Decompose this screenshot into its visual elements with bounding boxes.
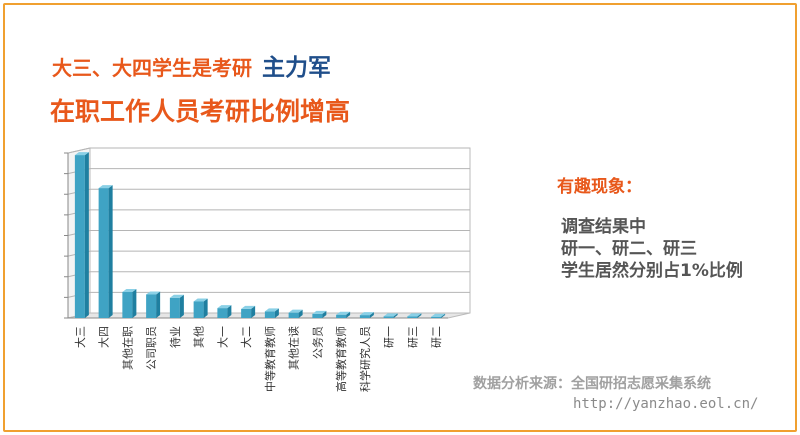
bar-front [312,313,323,318]
bar-top [407,313,422,317]
bar-front [146,294,157,318]
bar-16 [431,313,446,318]
bar-front [217,308,228,318]
bar-14 [383,313,398,318]
bar-top [193,298,208,302]
bar-side [227,305,232,318]
bar-top [431,313,446,317]
bar-side [441,313,446,318]
x-tick-label: 其他在读 [287,326,301,370]
bar-top [359,312,374,316]
bar-1 [74,152,89,318]
bar-9 [264,308,279,318]
x-tick-label: 公务员 [311,326,324,359]
bar-front [383,316,394,318]
bar-front [431,316,442,318]
note-line-3: 学生居然分别占1%比例 [561,261,743,281]
bar-side [251,305,256,318]
x-tick-label: 研一 [383,326,396,348]
bar-front [193,301,204,318]
headline-line-1: 大三、大四学生是考研 主力军 [52,48,331,82]
bar-top [169,294,184,298]
bar-top [383,313,398,317]
bar-front [359,315,370,318]
bar-top [264,308,279,312]
headline-line-1-text: 大三、大四学生是考研 [52,56,252,80]
x-tick-label: 高等教育教师 [334,326,348,392]
bar-front [122,292,133,318]
source-url: http://yanzhao.eol.cn/ [573,396,759,412]
bar-side [369,312,374,318]
bar-top [74,152,89,156]
x-tick-label: 研三 [406,326,419,348]
data-source-label: 数据分析来源：全国研招志愿采集系统 [473,376,711,392]
bar-top [146,291,161,295]
bar-top [241,305,256,309]
bar-side [346,311,351,318]
bar-10 [288,309,303,318]
bar-side [274,308,279,318]
bar-side [84,152,89,318]
bar-side [298,309,303,318]
bar-15 [407,313,422,318]
bar-13 [359,312,374,318]
bar-side [179,294,184,318]
note-line-2: 研一、研二、研三 [561,239,697,259]
chart-bars [74,152,446,318]
bar-side [132,289,137,318]
bar-front [264,311,275,318]
note-line-1: 调查结果中 [561,217,646,237]
bar-front [336,314,347,318]
bar-6 [193,298,208,318]
bar-top [217,305,232,309]
bar-side [322,310,327,318]
x-tick-label: 研二 [430,326,443,348]
x-tick-label: 大二 [239,326,253,348]
bar-4 [146,291,161,318]
chart-x-labels: 大三 大四 其他在职 公司职员 待业 其他 大一 大二 中等教育教师 其他在读 公务员 高等教育教师科… [73,326,443,392]
bar-7 [217,305,232,318]
x-tick-label: 大四 [97,326,111,348]
x-tick-label: 中等教育教师 [263,326,277,392]
bar-side [417,313,422,318]
bar-side [393,313,398,318]
bar-front [98,188,109,318]
bar-front [288,312,299,318]
bar-12 [336,311,351,318]
note-title: 有趣现象： [557,177,642,197]
x-tick-label: 其他 [193,326,206,348]
bar-front [241,308,252,318]
x-tick-label: 科学研究人员 [358,326,372,392]
bar-top [288,309,303,313]
bar-2 [98,185,113,318]
bar-top [312,310,327,314]
bar-top [122,289,137,293]
bar-5 [169,294,184,318]
x-tick-label: 大三 [73,326,87,348]
bar-top [336,311,351,315]
bar-8 [241,305,256,318]
bar-11 [312,310,327,318]
bar-side [108,185,113,318]
bar-front [74,155,85,318]
bar-3 [122,289,137,318]
headline-line-2: 在职工作人员考研比例增高 [50,97,351,126]
bar-front [169,297,180,318]
bar-top [98,185,113,189]
headline-emphasis: 主力军 [262,55,331,81]
bar-side [156,291,161,318]
bar-front [407,316,418,318]
x-tick-label: 待业 [168,326,182,348]
x-tick-label: 其他在职 [121,326,134,370]
x-tick-label: 公司职员 [145,326,158,370]
bar-side [203,298,208,318]
x-tick-label: 大一 [215,326,229,348]
y-gridline-side [67,147,91,154]
